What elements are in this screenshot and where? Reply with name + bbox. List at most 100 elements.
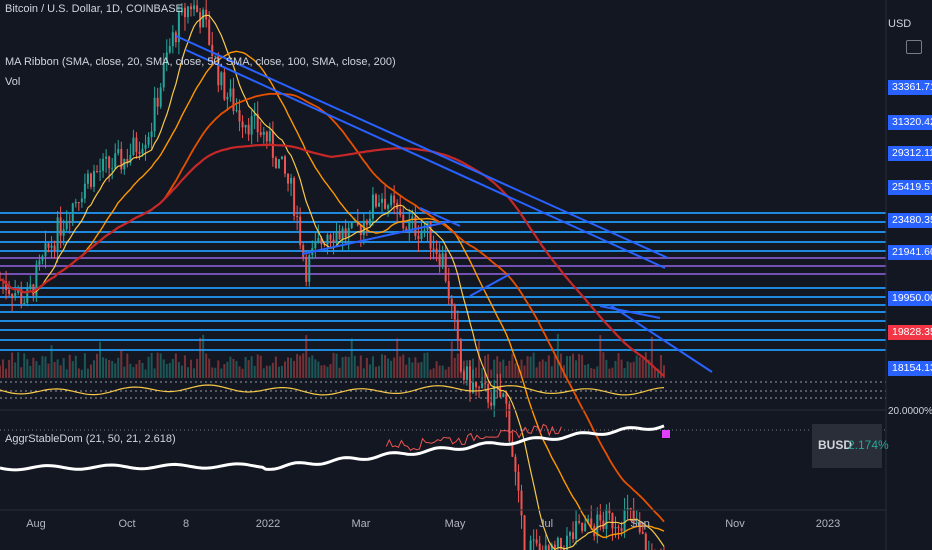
candle-body (153, 97, 156, 132)
volume-bar (535, 367, 538, 378)
price-label: 25419.57 (888, 180, 932, 195)
candle-body (638, 522, 641, 533)
candle-body (481, 383, 484, 388)
volume-bar (247, 360, 250, 378)
volume-bar (441, 365, 444, 378)
ribbon-legend[interactable]: MA Ribbon (SMA, close, 20, SMA, close, 5… (5, 56, 396, 68)
volume-bar (611, 367, 614, 378)
volume-bar (371, 356, 374, 378)
volume-bar (481, 368, 484, 378)
x-tick: Mar (351, 518, 371, 530)
volume-bar (50, 345, 53, 378)
candle-body (471, 382, 474, 393)
volume-bar (71, 361, 74, 378)
volume-bar (77, 368, 80, 378)
volume-bar (250, 356, 253, 378)
candle-body (284, 156, 287, 174)
candle-body (623, 510, 626, 532)
candle-body (405, 228, 408, 231)
candle-body (599, 514, 602, 521)
volume-bar (223, 364, 226, 378)
volume-bar (186, 367, 189, 378)
volume-bar (384, 355, 387, 378)
volume-bar (475, 367, 478, 378)
candle-body (68, 221, 71, 223)
volume-bar (353, 355, 356, 378)
volume-bar (129, 363, 132, 378)
volume-bar (374, 366, 377, 378)
volume-bar (256, 354, 259, 378)
candle-body (399, 209, 402, 215)
candle-body (575, 521, 578, 539)
candle-body (250, 116, 253, 135)
candle-body (105, 156, 108, 159)
volume-bar (126, 353, 129, 378)
vol-legend[interactable]: Vol (5, 76, 21, 88)
volume-bar (141, 362, 144, 378)
volume-bar (526, 356, 529, 378)
candle-body (335, 231, 338, 243)
volume-bar (265, 365, 268, 378)
volume-bar (280, 365, 283, 378)
candle-body (347, 227, 350, 238)
volume-bar (23, 353, 26, 378)
candle-body (632, 510, 635, 523)
candle-body (102, 158, 105, 171)
candle-body (556, 537, 559, 549)
volume-bar (399, 356, 402, 378)
volume-bar (584, 365, 587, 378)
x-tick: 8 (182, 518, 190, 530)
oscillator-wave (0, 384, 665, 396)
candle-body (353, 221, 356, 223)
candle-body (453, 305, 456, 320)
candle-body (299, 216, 302, 246)
trend-line (609, 304, 713, 373)
candle-body (450, 298, 453, 306)
volume-bar (202, 334, 205, 378)
volume-bar (26, 359, 29, 378)
volume-bar (626, 361, 629, 378)
candle-body (114, 153, 117, 169)
candle-body (247, 124, 250, 135)
volume-bar (508, 360, 511, 378)
volume-bar (390, 360, 393, 378)
candle-body (502, 393, 505, 398)
volume-bar (5, 368, 8, 378)
volume-bar (347, 356, 350, 378)
candle-body (59, 217, 62, 236)
candle-body (441, 253, 444, 266)
volume-bar (532, 352, 535, 378)
candle-body (478, 387, 481, 389)
candle-body (129, 154, 132, 164)
candle-body (38, 260, 41, 265)
volume-bar (0, 365, 1, 378)
volume-bar (381, 354, 384, 378)
volume-bar (650, 336, 653, 378)
candle-body (359, 225, 362, 236)
candle-body (487, 384, 490, 403)
candle-body (144, 144, 147, 149)
volume-bar (444, 369, 447, 378)
candle-body (77, 201, 80, 203)
volume-bar (435, 361, 438, 378)
aggr-legend[interactable]: AggrStableDom (21, 50, 21, 2.618) (5, 433, 176, 445)
x-tick: Oct (118, 518, 136, 530)
settings-icon[interactable] (906, 40, 922, 54)
candle-body (417, 235, 420, 240)
candle-body (223, 72, 226, 100)
candle-body (56, 217, 59, 251)
volume-bar (638, 357, 641, 378)
candle-body (180, 7, 183, 13)
volume-bar (359, 355, 362, 378)
volume-bar (65, 369, 68, 378)
volume-bar (387, 358, 390, 378)
candle-body (120, 148, 123, 170)
volume-bar (663, 365, 665, 378)
volume-bar (393, 357, 396, 378)
candle-body (493, 386, 496, 406)
volume-bar (417, 362, 420, 378)
volume-bar (426, 352, 429, 378)
candle-body (53, 245, 56, 251)
candle-body (532, 539, 535, 541)
